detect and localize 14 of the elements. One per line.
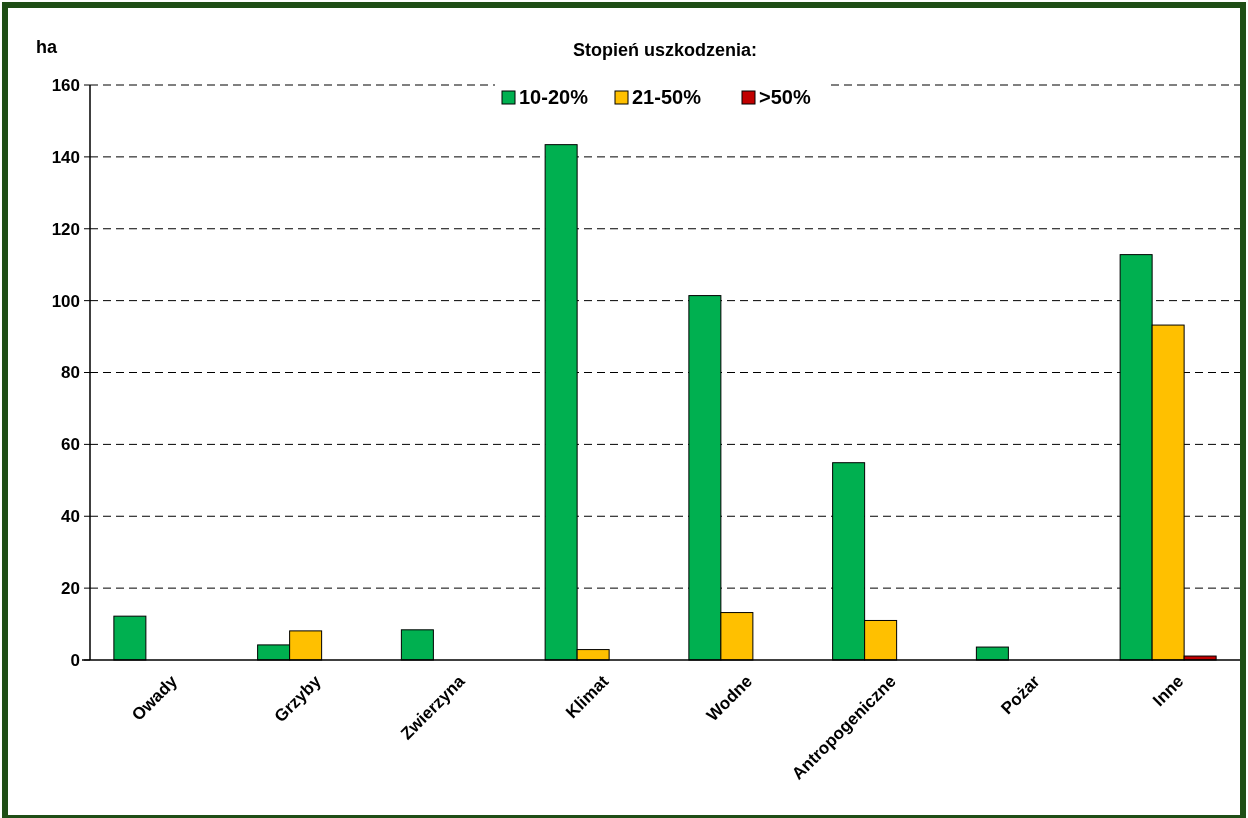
y-tick-label: 140: [51, 147, 80, 167]
legend-title: Stopień uszkodzenia:: [572, 40, 758, 60]
y-axis-title: ha: [36, 37, 58, 57]
y-tick-label: 100: [51, 291, 80, 311]
legend-label: >50%: [759, 86, 811, 108]
y-tick-label: 0: [70, 650, 80, 670]
y-tick-label: 60: [61, 435, 80, 455]
y-tick-label: 40: [61, 507, 80, 527]
y-tick-label: 160: [51, 75, 80, 95]
y-tick-label: 80: [61, 363, 80, 383]
legend-label: 21-50%: [632, 86, 702, 108]
y-tick-label: 120: [51, 219, 80, 239]
legend-label: 10-20%: [519, 86, 589, 108]
y-tick-label: 20: [61, 579, 80, 599]
